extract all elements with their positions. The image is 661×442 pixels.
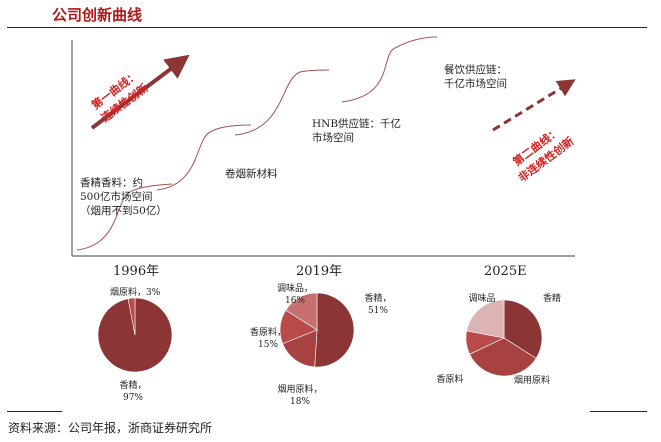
annotation-line: HNB供应链：千亿: [312, 118, 402, 130]
pie-slice-调味品: [285, 292, 318, 331]
annotation-flavors: 香精香料：约 500亿市场空间 （烟用不到50亿）: [80, 176, 167, 218]
title-rule: [7, 27, 647, 28]
pie-slice-烟用原料: [469, 337, 537, 377]
s-curve-2: [156, 124, 252, 191]
s-curve-1: [76, 183, 173, 251]
annotation-line: 千亿市场空间: [444, 78, 507, 90]
pie-title-2025e: 2025E: [484, 264, 527, 279]
pie-label: 烟用原料: [513, 376, 550, 386]
pie-slice-调味品: [466, 299, 505, 339]
pie-label: 香原料， 15%: [249, 328, 286, 350]
annotation-line: 500亿市场空间: [80, 191, 153, 203]
pie-label: 调味品， 16%: [276, 284, 313, 306]
pie-label: 调味品: [468, 294, 496, 304]
pie-slice-烟原料: [127, 297, 136, 336]
annotation-line: 市场空间: [312, 132, 354, 144]
pie-label: 烟用原料， 18%: [277, 385, 323, 407]
annotation-catering: 餐饮供应链： 千亿市场空间: [444, 63, 507, 91]
pie-label: 烟原料，3%: [110, 288, 161, 298]
annotation-cigarette-materials: 卷烟新材料: [225, 167, 278, 181]
footer-rule-right: [590, 411, 647, 412]
pie-label: 香原料: [436, 375, 464, 385]
annotation-line: 餐饮供应链：: [444, 64, 507, 76]
annotation-line: （烟用不到50亿）: [80, 205, 167, 217]
figure-title: 公司创新曲线: [52, 6, 143, 24]
pie-label: 香精， 97%: [119, 381, 147, 403]
footer-rule-left: [7, 411, 62, 412]
annotation-hnb: HNB供应链：千亿 市场空间: [312, 117, 401, 145]
source-note: 资料来源：公司年报，浙商证券研究所: [8, 421, 213, 435]
pie-slice-香精: [314, 292, 355, 368]
first-curve-arrow: [90, 54, 190, 130]
pie-slice-烟用原料: [282, 329, 318, 368]
annotation-line: 香精香料：约: [80, 177, 143, 189]
s-curve-4: [341, 36, 438, 103]
s-curve-3: [234, 69, 330, 136]
pie-label: 香精: [542, 294, 561, 304]
pie-title-1996: 1996年: [113, 264, 160, 279]
second-curve-arrow: [492, 79, 576, 132]
annotation-line: 卷烟新材料: [225, 168, 278, 180]
pie-title-2019: 2019年: [296, 264, 343, 279]
pie-label: 香精， 51%: [364, 294, 392, 316]
